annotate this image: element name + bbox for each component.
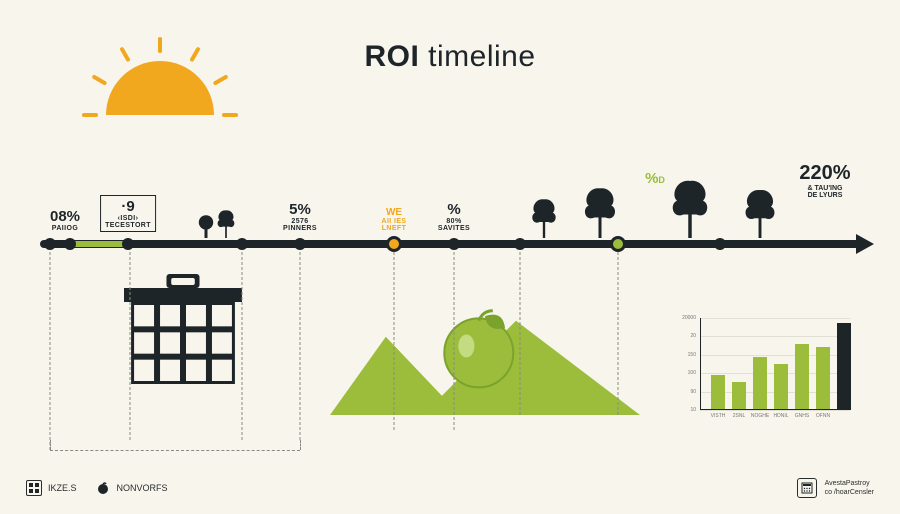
timeline-label: WEAII IESLNEFT bbox=[382, 207, 407, 232]
timeline-label: ·9‹ISDI›TECESTORT bbox=[100, 195, 156, 232]
timeline-node bbox=[514, 238, 526, 250]
mini-chart-bar bbox=[732, 382, 746, 410]
roi-final-percent: 220% bbox=[799, 162, 850, 185]
sun-horizon-mask bbox=[66, 115, 254, 215]
mini-chart-bar bbox=[816, 347, 830, 410]
title-light: timeline bbox=[428, 40, 535, 73]
building-icon bbox=[124, 274, 242, 389]
mini-bar-chart: 20000201501009010VISTH2SNLNOGHEHDNILGNHS… bbox=[700, 318, 850, 410]
tree-icon bbox=[198, 214, 215, 238]
timeline-node bbox=[122, 238, 134, 250]
connector-vertical bbox=[300, 252, 301, 440]
connector-vertical bbox=[520, 252, 521, 415]
mini-chart-bar bbox=[795, 344, 809, 410]
footer-credit-line2: co /hoarCensler bbox=[825, 488, 874, 497]
timeline-node bbox=[64, 238, 76, 250]
hills-apple-icon bbox=[330, 300, 640, 420]
timeline-node bbox=[294, 238, 306, 250]
axis-segment bbox=[68, 241, 130, 247]
timeline-label: %80%SAVITES bbox=[438, 201, 470, 232]
footer-right: AvestaPastroy co /hoarCensler bbox=[797, 478, 874, 498]
footer-badge: NONVORFS bbox=[95, 480, 168, 496]
timeline-node bbox=[386, 236, 402, 252]
connector-vertical bbox=[454, 252, 455, 430]
tree-icon bbox=[742, 186, 778, 238]
timeline-node bbox=[610, 236, 626, 252]
mini-chart-bar bbox=[753, 357, 767, 410]
mini-chart-bar bbox=[711, 375, 725, 410]
tree-icon bbox=[581, 184, 619, 238]
tree-icon bbox=[529, 196, 558, 238]
percent-symbol-free: %D bbox=[645, 170, 665, 187]
timeline-node bbox=[714, 238, 726, 250]
connector-bracket bbox=[50, 450, 300, 451]
footer-credit-line1: AvestaPastroy bbox=[825, 479, 874, 488]
mini-chart-bar bbox=[774, 364, 788, 410]
timeline-arrowhead bbox=[856, 234, 874, 254]
footer-right-text: AvestaPastroy co /hoarCensler bbox=[825, 479, 874, 497]
connector-vertical bbox=[130, 252, 131, 440]
connector-vertical bbox=[618, 252, 619, 415]
timeline-label: 5%2576PINNERS bbox=[283, 201, 317, 232]
footer-left: IKZE.S NONVORFS bbox=[26, 480, 168, 496]
timeline-node bbox=[236, 238, 248, 250]
connector-vertical bbox=[50, 252, 51, 450]
title-bold: ROI bbox=[364, 40, 419, 73]
mini-chart-plot: 20000201501009010VISTH2SNLNOGHEHDNILGNHS… bbox=[700, 318, 850, 410]
roi-final-value: 220% & TAU'ING DE LYURS bbox=[799, 162, 850, 199]
connector-vertical bbox=[394, 252, 395, 430]
calc-icon bbox=[797, 478, 817, 498]
tree-icon bbox=[216, 208, 237, 238]
mini-chart-bar bbox=[837, 323, 851, 410]
timeline-node bbox=[448, 238, 460, 250]
timeline-node bbox=[44, 238, 56, 250]
connector-vertical bbox=[242, 252, 243, 440]
roi-final-line1: & TAU'ING bbox=[799, 185, 850, 192]
roi-final-line2: DE LYURS bbox=[799, 192, 850, 199]
sun-icon bbox=[106, 61, 214, 169]
tree-icon bbox=[668, 176, 711, 238]
timeline-label: 08%PAIIOG bbox=[50, 208, 80, 232]
footer-badge: IKZE.S bbox=[26, 480, 77, 496]
infographic-canvas: ROI timeline %D 220% & TAU'ING DE LYURS bbox=[0, 0, 900, 514]
